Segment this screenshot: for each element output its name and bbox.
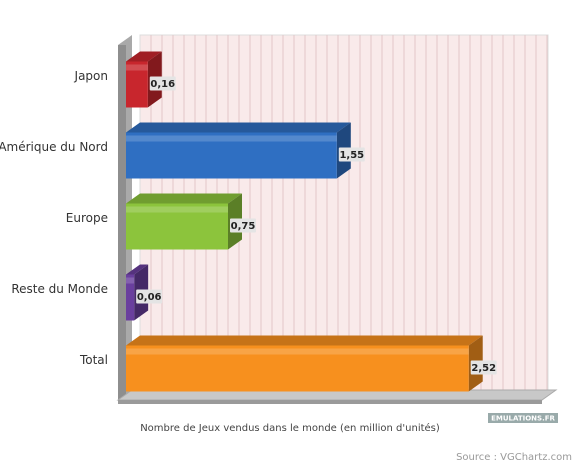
bar-front (126, 203, 228, 250)
bar (126, 122, 351, 179)
value-label: 2,52 (471, 363, 496, 374)
bar (126, 51, 162, 108)
bar-top (126, 335, 483, 346)
bar-top (126, 264, 149, 275)
value-label: 0,06 (137, 292, 162, 303)
bar-front (126, 61, 148, 108)
value-label-box (470, 360, 497, 375)
bar-top (126, 122, 351, 133)
category-label: Europe (66, 211, 108, 225)
value-label: 1,55 (339, 150, 364, 161)
bar-highlight (126, 206, 228, 213)
value-label: 0,16 (150, 79, 175, 90)
bar-front (126, 274, 135, 321)
bar (126, 193, 242, 250)
value-label-box (230, 218, 256, 233)
logo: EMULATIONS.FR (491, 415, 555, 423)
bar-highlight (126, 135, 337, 142)
bar (126, 335, 483, 392)
category-label: Japon (74, 69, 108, 83)
value-label-box (149, 76, 176, 91)
floor-edge (118, 400, 542, 404)
source: Source : VGChartz.com (456, 452, 572, 463)
bar-highlight (126, 277, 135, 284)
category-label: Total (79, 353, 108, 367)
bar-top (126, 193, 242, 204)
bar-front (126, 345, 469, 392)
category-label: Amérique du Nord (0, 140, 108, 154)
bar-top (126, 51, 162, 62)
value-label-box (136, 289, 163, 304)
x-axis-title: Nombre de Jeux vendus dans le monde (en … (140, 422, 440, 434)
logo-box (488, 413, 558, 423)
bar-highlight (126, 64, 148, 71)
value-label-box (338, 147, 365, 162)
bar-front (126, 132, 337, 179)
bar-highlight (126, 348, 469, 355)
category-label: Reste du Monde (11, 282, 108, 296)
left-wall-face (118, 45, 126, 404)
value-label: 0,75 (231, 221, 256, 232)
